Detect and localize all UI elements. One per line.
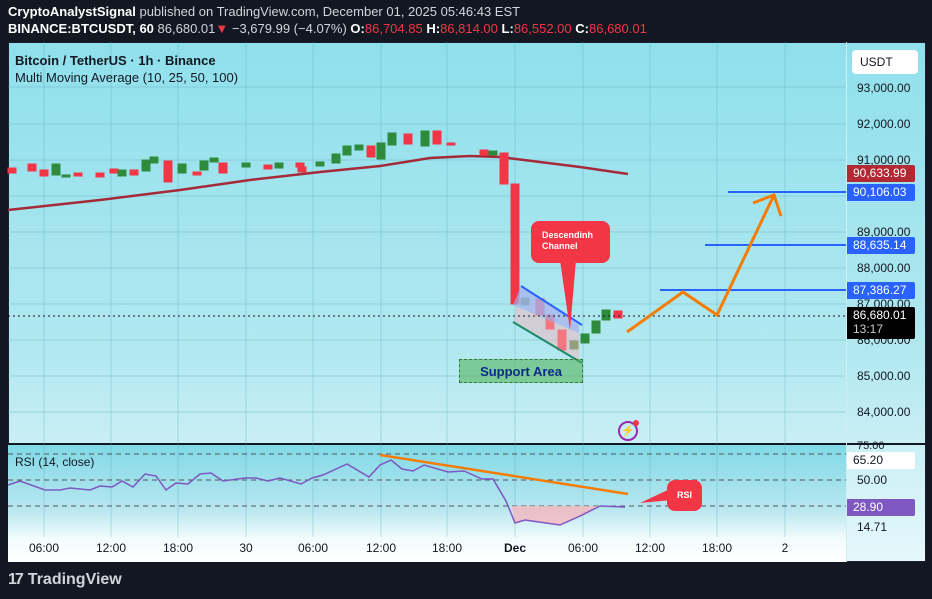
- price-change: −3,679.99 (−4.07%): [231, 21, 347, 36]
- high-value: 86,814.00: [440, 21, 498, 36]
- rsi-indicator-label[interactable]: RSI (14, close): [15, 455, 95, 469]
- time-tick: 18:00: [162, 541, 194, 555]
- descending-channel-callout[interactable]: Descendinh Channel: [531, 221, 610, 263]
- alert-icon[interactable]: ⚡: [618, 420, 639, 441]
- rsi-value-tag: 28.90: [847, 499, 915, 516]
- symbol-info: BINANCE:BTCUSDT, 60 86,680.01▼ −3,679.99…: [8, 21, 647, 36]
- rsi-panel[interactable]: [8, 444, 846, 562]
- current-price: 86,680.01: [853, 308, 907, 322]
- rsi-lower-tag: 14.71: [857, 520, 888, 534]
- time-tick: 12:00: [365, 541, 397, 555]
- price-axis[interactable]: 93,000.00 92,000.00 91,000.00 89,000.00 …: [846, 42, 926, 562]
- moving-average-line: [7, 154, 629, 212]
- level-3-tag: 90,106.03: [847, 184, 915, 201]
- open-value: 86,704.85: [364, 21, 423, 36]
- pane-divider[interactable]: [8, 443, 926, 445]
- down-arrow-icon: ▼: [215, 21, 229, 36]
- brand-name: TradingView: [27, 571, 122, 588]
- time-tick: 2: [781, 541, 789, 555]
- indicator-label[interactable]: Multi Moving Average (10, 25, 50, 100): [15, 70, 239, 85]
- time-tick: 18:00: [431, 541, 463, 555]
- rsi-line: [7, 459, 626, 526]
- rsi-upper-tag: 65.20: [847, 452, 915, 469]
- rsi-callout[interactable]: RSI: [667, 480, 702, 511]
- tradingview-logo[interactable]: 17 TradingView: [8, 571, 122, 589]
- rsi-trendline: [379, 453, 629, 496]
- time-tick: 12:00: [634, 541, 666, 555]
- close-label: C:: [575, 21, 589, 36]
- tradingview-logo-icon: 17: [8, 571, 24, 588]
- close-value: 86,680.01: [589, 21, 647, 36]
- candle-countdown: 13:17: [853, 322, 884, 336]
- low-value: 86,552.00: [513, 21, 572, 36]
- price-tick: 85,000.00: [857, 369, 911, 383]
- symbol: BINANCE:BTCUSDT, 60: [8, 21, 154, 36]
- level-2-tag: 88,635.14: [847, 237, 915, 254]
- time-tick: 30: [239, 541, 253, 555]
- support-area-box[interactable]: Support Area: [459, 359, 583, 383]
- price-projection-arrow: [626, 194, 776, 334]
- price-tick: 92,000.00: [857, 117, 911, 131]
- publish-info: CryptoAnalystSignal published on Trading…: [8, 4, 520, 19]
- rsi-tick: 75.00: [857, 440, 885, 452]
- price-tick: 91,000.00: [857, 153, 911, 167]
- ma-price-tag: 90,633.99: [847, 165, 915, 182]
- time-tick: 18:00: [701, 541, 733, 555]
- time-tick: 12:00: [95, 541, 127, 555]
- high-label: H:: [426, 21, 441, 36]
- price-tick: 89,000.00: [857, 225, 911, 239]
- current-price-tag: 86,680.01 13:17: [847, 307, 915, 339]
- low-label: L:: [501, 21, 514, 36]
- publish-date: published on TradingView.com, December 0…: [135, 4, 521, 19]
- chart-title[interactable]: Bitcoin / TetherUS · 1h · Binance: [15, 53, 216, 68]
- rsi-tick: 50.00: [857, 473, 888, 487]
- price-tick: 84,000.00: [857, 405, 911, 419]
- time-tick: 06:00: [567, 541, 599, 555]
- currency-button[interactable]: USDT: [852, 50, 918, 74]
- time-tick: 06:00: [297, 541, 329, 555]
- time-tick: Dec: [503, 541, 527, 555]
- open-label: O:: [350, 21, 365, 36]
- price-tick: 93,000.00: [857, 81, 911, 95]
- time-tick: 06:00: [28, 541, 60, 555]
- price-tick: 88,000.00: [857, 261, 911, 275]
- publisher-name[interactable]: CryptoAnalystSignal: [8, 4, 136, 19]
- last-price: 86,680.01: [157, 21, 216, 36]
- level-1-tag: 87,386.27: [847, 282, 915, 299]
